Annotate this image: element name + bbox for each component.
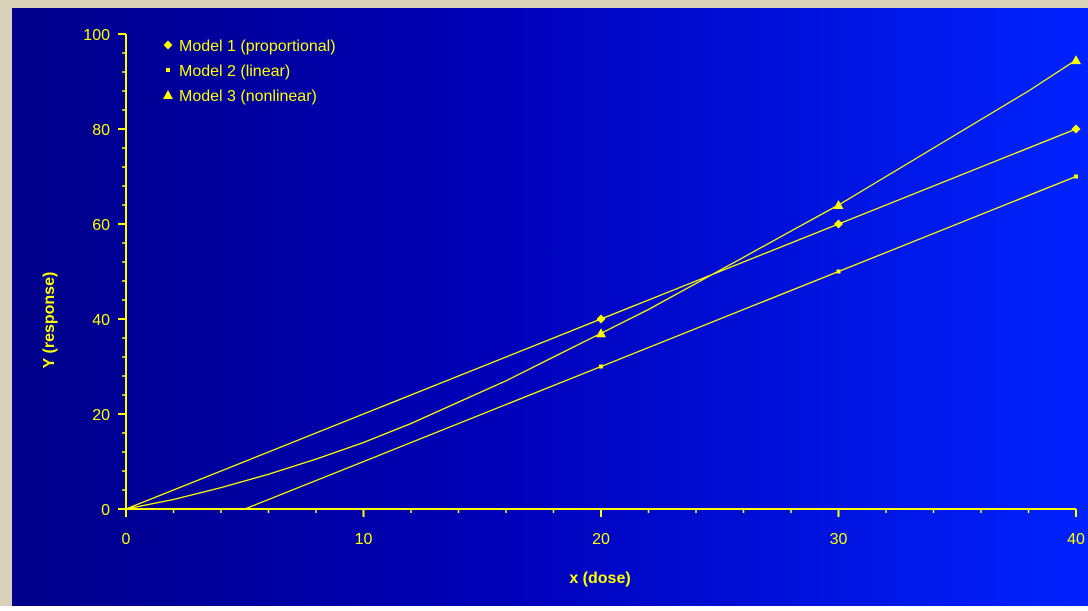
x-tick-label: 0	[122, 531, 131, 548]
series-2-point	[1074, 174, 1078, 179]
y-axis-title: Y (response)	[41, 272, 58, 369]
y-tick-label: 40	[92, 312, 110, 329]
legend-label-2: Model 2 (linear)	[179, 63, 290, 80]
x-tick-label: 40	[1067, 531, 1085, 548]
series-1-point	[834, 219, 843, 229]
series-2-curve	[243, 175, 1077, 509]
series-curves	[126, 59, 1077, 509]
axes: 0 20 40 60 80 100 0 10 20 30 40	[83, 27, 1085, 548]
x-tick-label: 30	[830, 531, 848, 548]
series-3-point	[1071, 55, 1081, 65]
y-tick-label: 60	[92, 217, 110, 234]
legend-marker-1	[163, 40, 173, 50]
y-tick-label: 0	[101, 502, 110, 519]
y-tick-label: 80	[92, 122, 110, 139]
series-3-point	[833, 200, 844, 209]
series-3-point	[596, 328, 606, 338]
series-1-point	[1071, 124, 1081, 134]
legend-marker-3	[163, 90, 173, 99]
series-2-point	[836, 269, 841, 274]
legend-marker-2	[166, 68, 170, 72]
series-1-point	[596, 314, 606, 324]
y-tick-label: 20	[92, 407, 110, 424]
y-tick-label: 100	[83, 27, 110, 44]
x-tick-label: 20	[592, 531, 610, 548]
chart-svg: 0 20 40 60 80 100 0 10 20 30 40 Model 1 (proportio…	[41, 27, 1085, 587]
legend-label-3: Model 3 (nonlinear)	[179, 88, 317, 105]
x-axis-title: x (dose)	[569, 570, 630, 587]
series-3-curve	[126, 59, 1077, 509]
x-tick-label: 10	[355, 531, 373, 548]
legend: Model 1 (proportional) Model 2 (linear) Mo…	[163, 38, 336, 105]
series-markers	[596, 55, 1081, 369]
legend-label-1: Model 1 (proportional)	[179, 38, 336, 55]
series-2-point	[599, 364, 603, 369]
